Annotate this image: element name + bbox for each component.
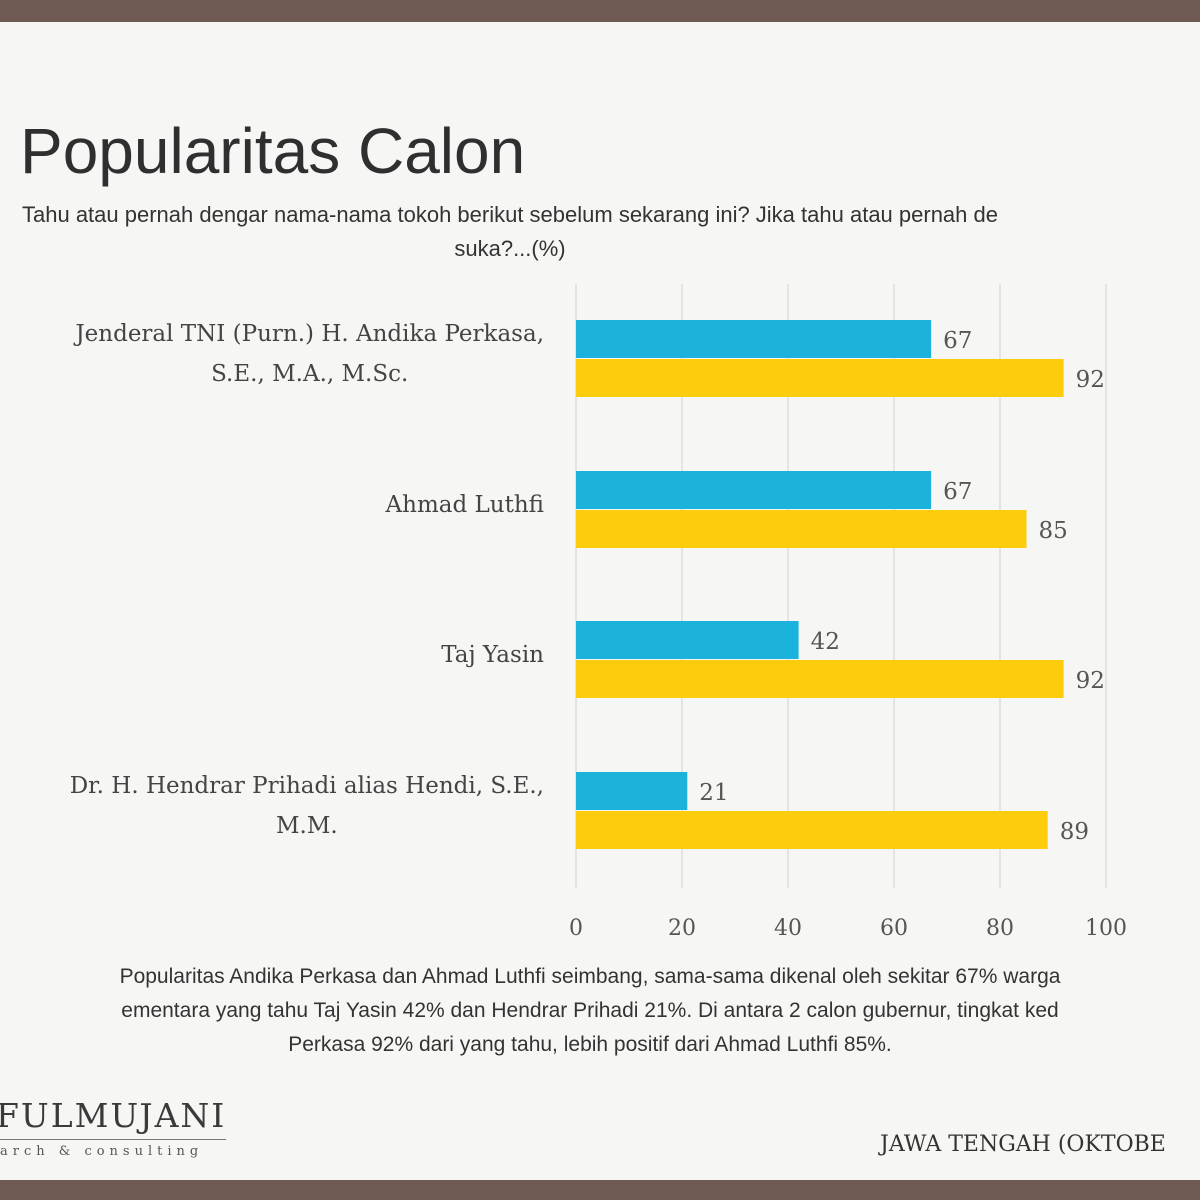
category-label: Jenderal TNI (Purn.) H. Andika Perkasa, S… (75, 314, 544, 394)
survey-question: Tahu atau pernah dengar nama-nama tokoh … (0, 198, 1200, 266)
data-label: 21 (699, 780, 728, 806)
bar-yellow (576, 510, 1027, 548)
slide: Popularitas Calon Tahu atau pernah denga… (0, 22, 1200, 1180)
x-tick-label: 60 (880, 916, 908, 941)
bar-yellow (576, 359, 1064, 397)
category-label-line: M.M. (276, 813, 338, 839)
bar-chart: 0 20 40 60 80 100 67 92 67 85 42 92 21 89 (569, 284, 1127, 941)
category-label-line: Ahmad Luthfi (385, 492, 544, 518)
bar-yellow (576, 660, 1064, 698)
question-line-1: Tahu atau pernah dengar nama-nama tokoh … (22, 202, 998, 227)
data-label: 92 (1076, 367, 1105, 393)
x-tick-label: 80 (986, 916, 1014, 941)
x-tick-label: 100 (1085, 916, 1127, 941)
page-title: Popularitas Calon (20, 115, 526, 187)
category-label: Ahmad Luthfi (386, 485, 544, 525)
bar-blue (576, 471, 932, 509)
logo-tagline: arch & consulting (0, 1144, 204, 1159)
category-label-line: Dr. H. Hendrar Prihadi alias Hendi, S.E.… (69, 773, 544, 799)
data-label: 67 (943, 479, 972, 505)
data-label: 42 (811, 629, 840, 655)
bar-blue (576, 772, 688, 810)
x-tick-label: 40 (774, 916, 802, 941)
data-label: 85 (1039, 518, 1068, 544)
data-label: 67 (943, 328, 972, 354)
question-line-2: suka?...(%) (454, 236, 566, 261)
category-label-line: S.E., M.A., M.Sc. (211, 361, 409, 387)
question-block: Tahu atau pernah dengar nama-nama tokoh … (0, 22, 1200, 322)
bar-yellow (576, 811, 1048, 849)
summary-line-3: Perkasa 92% dari yang tahu, lebih positi… (288, 1033, 892, 1056)
logo-wordmark: FULMUJANI (0, 1096, 227, 1140)
category-label: Taj Yasin (441, 635, 544, 675)
category-label: Dr. H. Hendrar Prihadi alias Hendi, S.E.… (70, 766, 544, 846)
summary-line-2: ementara yang tahu Taj Yasin 42% dan Hen… (121, 999, 1059, 1022)
category-label-line: Taj Yasin (441, 642, 544, 668)
category-label-line: Jenderal TNI (Purn.) H. Andika Perkasa, (75, 321, 544, 347)
x-tick-label: 20 (668, 916, 696, 941)
region-footer: JAWA TENGAH (OKTOBE (880, 1132, 1166, 1157)
data-label: 92 (1076, 668, 1105, 694)
data-label: 89 (1060, 819, 1089, 845)
bar-blue (576, 621, 799, 659)
summary-text: Popularitas Andika Perkasa dan Ahmad Lut… (0, 960, 1200, 1062)
summary-line-1: Popularitas Andika Perkasa dan Ahmad Lut… (119, 965, 1061, 988)
x-tick-label: 0 (569, 916, 583, 941)
bar-blue (576, 320, 932, 358)
